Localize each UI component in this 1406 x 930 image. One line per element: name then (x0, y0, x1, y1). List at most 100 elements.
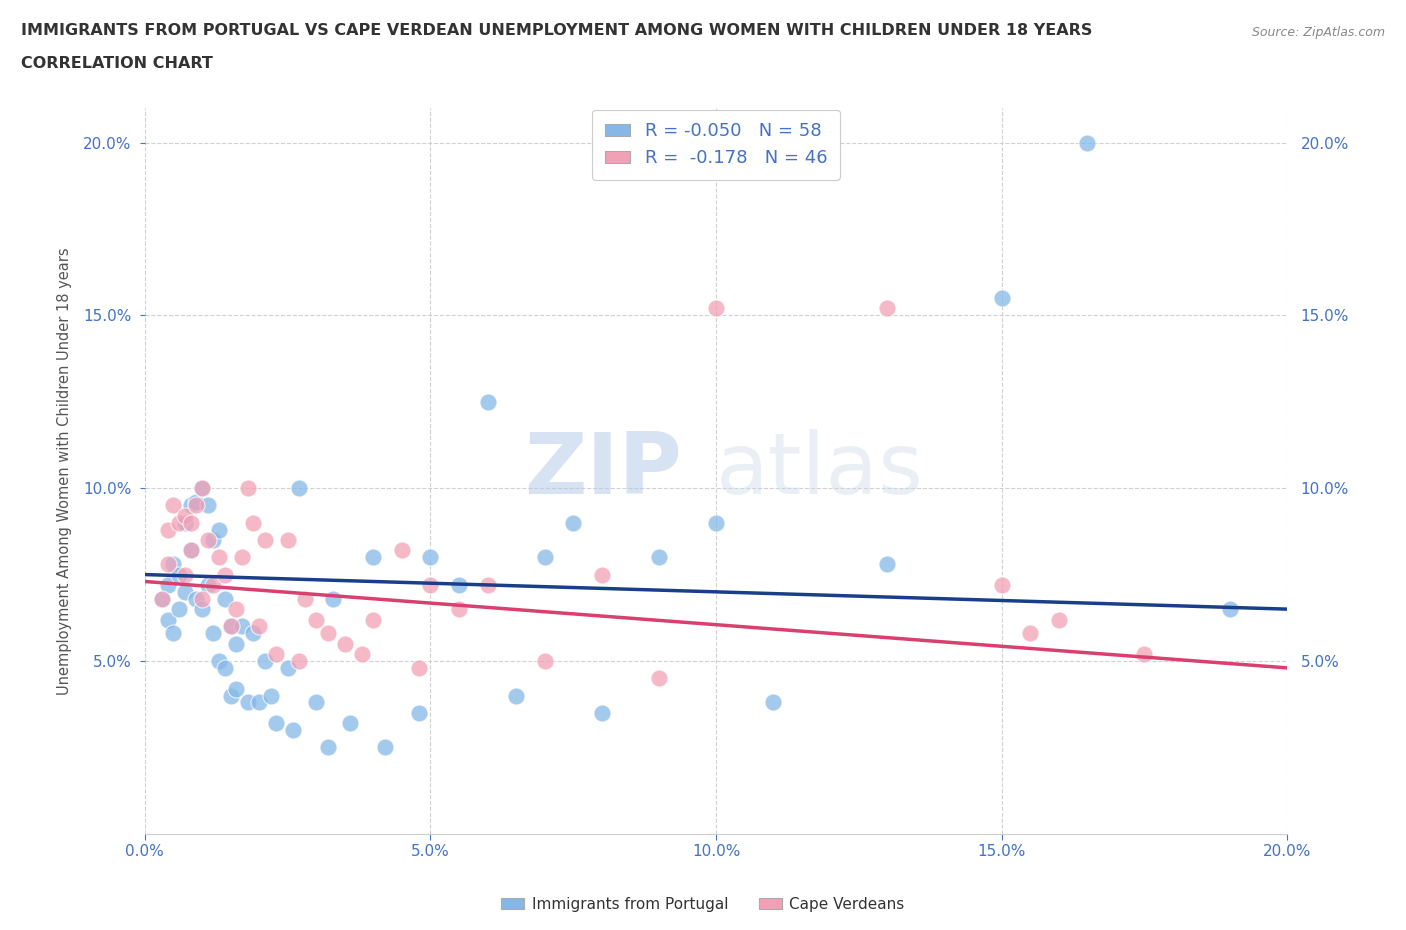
Text: atlas: atlas (716, 430, 924, 512)
Point (242, 626, 264, 641)
Point (173, 567, 195, 582)
Point (374, 740, 396, 755)
Text: Source: ZipAtlas.com: Source: ZipAtlas.com (1251, 26, 1385, 39)
Point (186, 591, 208, 606)
Point (253, 654, 276, 669)
Point (197, 498, 219, 512)
Point (591, 567, 613, 582)
Point (225, 602, 247, 617)
Point (288, 481, 311, 496)
Text: CORRELATION CHART: CORRELATION CHART (21, 56, 212, 71)
Point (191, 591, 214, 606)
Point (316, 626, 339, 641)
Point (363, 550, 385, 565)
Point (173, 584, 195, 599)
Point (162, 557, 184, 572)
Point (505, 688, 527, 703)
Point (562, 515, 585, 530)
Point (162, 626, 184, 641)
Point (173, 515, 195, 530)
Point (322, 591, 344, 606)
Point (236, 695, 259, 710)
Text: IMMIGRANTS FROM PORTUGAL VS CAPE VERDEAN UNEMPLOYMENT AMONG WOMEN WITH CHILDREN : IMMIGRANTS FROM PORTUGAL VS CAPE VERDEAN… (21, 23, 1092, 38)
Point (533, 654, 555, 669)
Point (648, 671, 671, 685)
Point (762, 695, 785, 710)
Point (1076, 135, 1098, 150)
Point (156, 523, 179, 538)
Point (167, 567, 190, 582)
Point (225, 636, 247, 651)
Point (202, 533, 225, 548)
Point (242, 515, 264, 530)
Point (264, 646, 287, 661)
Point (219, 619, 242, 634)
Point (277, 660, 299, 675)
Point (247, 619, 270, 634)
Point (150, 591, 173, 606)
Point (225, 681, 247, 696)
Point (150, 591, 173, 606)
Point (180, 543, 202, 558)
Point (477, 578, 499, 592)
Point (350, 646, 373, 661)
Point (197, 533, 219, 548)
Point (214, 567, 236, 582)
Legend: Immigrants from Portugal, Cape Verdeans: Immigrants from Portugal, Cape Verdeans (495, 891, 911, 918)
Point (533, 550, 555, 565)
Point (173, 509, 195, 524)
Point (236, 481, 259, 496)
Point (990, 578, 1012, 592)
Point (191, 602, 214, 617)
Point (316, 740, 339, 755)
Point (288, 654, 311, 669)
Point (391, 543, 413, 558)
Point (231, 550, 253, 565)
Point (156, 578, 179, 592)
Point (208, 654, 231, 669)
Point (277, 533, 299, 548)
Point (214, 591, 236, 606)
Point (202, 578, 225, 592)
Point (447, 602, 470, 617)
Point (648, 550, 671, 565)
Point (191, 481, 214, 496)
Point (363, 612, 385, 627)
Point (1019, 626, 1042, 641)
Point (339, 716, 361, 731)
Y-axis label: Unemployment Among Women with Children Under 18 years: Unemployment Among Women with Children U… (58, 247, 72, 695)
Point (219, 619, 242, 634)
Point (191, 481, 214, 496)
Point (253, 533, 276, 548)
Point (876, 301, 898, 316)
Point (1047, 612, 1070, 627)
Point (208, 550, 231, 565)
Point (990, 291, 1012, 306)
Point (202, 626, 225, 641)
Point (186, 495, 208, 510)
Point (156, 612, 179, 627)
Point (180, 515, 202, 530)
Point (419, 550, 441, 565)
Legend: R = -0.050   N = 58, R =  -0.178   N = 46: R = -0.050 N = 58, R = -0.178 N = 46 (592, 110, 839, 180)
Point (1219, 602, 1241, 617)
Text: ZIP: ZIP (524, 430, 682, 512)
Point (477, 394, 499, 409)
Point (305, 695, 328, 710)
Point (259, 688, 281, 703)
Point (704, 301, 727, 316)
Point (180, 543, 202, 558)
Point (162, 498, 184, 512)
Point (186, 498, 208, 512)
Point (180, 498, 202, 512)
Point (167, 602, 190, 617)
Point (1133, 646, 1156, 661)
Point (247, 695, 270, 710)
Point (408, 705, 430, 720)
Point (167, 515, 190, 530)
Point (197, 578, 219, 592)
Point (156, 557, 179, 572)
Point (283, 723, 305, 737)
Point (333, 636, 356, 651)
Point (408, 660, 430, 675)
